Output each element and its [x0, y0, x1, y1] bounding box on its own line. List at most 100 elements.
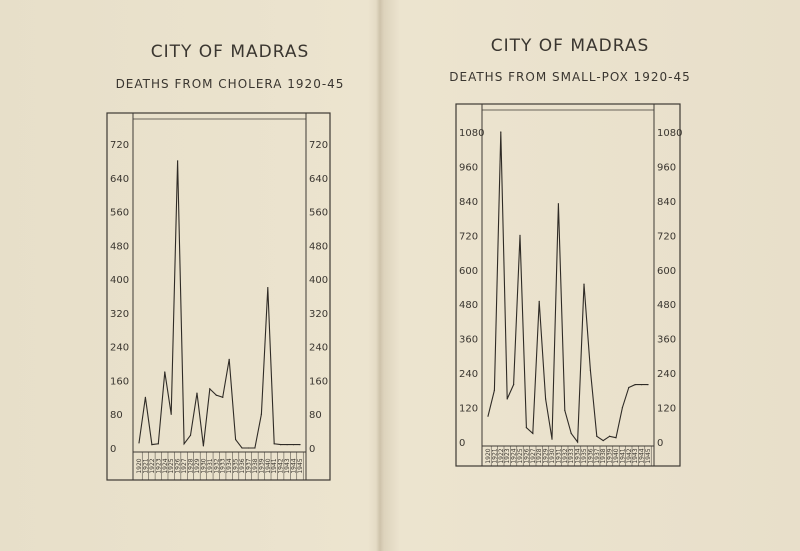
chart2-point: [513, 383, 515, 386]
chart1-title: CITY OF MADRAS: [150, 42, 310, 62]
chart1-xtick: 1930: [200, 458, 207, 473]
chart2-xtick: 1944: [639, 448, 646, 463]
chart2-point: [500, 131, 502, 133]
chart2-xtick: 1937: [594, 448, 601, 463]
chart1-point: [209, 388, 211, 390]
chart1-frame: [106, 112, 331, 481]
chart1-ytick-left: 240: [110, 343, 129, 354]
chart2-xtick: 1934: [575, 448, 582, 463]
chart2-ytick-right: 720: [657, 231, 676, 242]
chart1-xtick: 1934: [226, 458, 233, 473]
chart1-ytick-right: 480: [309, 241, 328, 252]
chart2-point: [583, 283, 585, 285]
chart1-xtick: 1928: [188, 458, 195, 473]
chart1-point: [241, 447, 243, 449]
chart2-ytick-right: 600: [657, 266, 676, 277]
chart1-ytick-left: 720: [110, 140, 129, 151]
chart1-xtick: 1945: [297, 458, 304, 473]
chart1-point: [202, 445, 204, 447]
chart1-xtick: 1931: [207, 458, 214, 473]
chart1-point: [254, 447, 256, 449]
chart2-xtick: 1945: [645, 448, 652, 463]
chart2-point: [602, 439, 604, 442]
chart2-point: [628, 386, 630, 389]
chart2-xtick: 1935: [581, 448, 588, 463]
chart2-xtick: 1939: [607, 448, 614, 463]
chart1-point: [170, 413, 172, 415]
page-fold: [376, 0, 384, 551]
chart2-ytick-right: 120: [657, 404, 676, 415]
chart2-point: [577, 441, 579, 443]
chart1-xtick: 1935: [233, 458, 240, 473]
chart2-xtick: 1927: [530, 448, 537, 463]
chart1-xtick: 1937: [245, 458, 252, 473]
chart2-point: [589, 369, 592, 371]
chart1-point: [144, 396, 147, 398]
chart1-point: [273, 443, 275, 445]
chart2-xtick: 1920: [485, 448, 492, 463]
chart2-ytick-left: 120: [459, 404, 478, 415]
chart1-point: [286, 444, 288, 446]
chart2-ytick-left: 600: [459, 266, 478, 277]
chart1-xtick: 1927: [181, 458, 188, 473]
chart1-point: [222, 396, 224, 398]
chart2-series-line: [487, 131, 648, 444]
chart2-point: [487, 415, 489, 417]
chart2-point: [557, 203, 560, 205]
chart2-xtick: 1922: [498, 448, 505, 463]
chart2-point: [551, 438, 553, 440]
chart1-point: [215, 394, 217, 396]
chart2-title: CITY OF MADRAS: [490, 36, 650, 56]
chart1-xtick: 1943: [284, 458, 291, 473]
chart1-point: [292, 444, 295, 446]
chart1-ytick-left: 320: [110, 309, 129, 320]
chart2-subtitle: DEATHS FROM SMALL-POX 1920-45: [449, 70, 691, 84]
chart1-point: [157, 443, 159, 445]
chart2-point: [532, 432, 534, 434]
chart2-point: [634, 383, 636, 386]
chart1-ytick-right: 240: [309, 343, 328, 354]
chart1-point: [235, 438, 237, 441]
chart1-ytick-left: 0: [110, 444, 116, 455]
chart1-ytick-right: 400: [309, 275, 328, 286]
chart2-ytick-left: 240: [459, 369, 478, 380]
chart2-xtick: 1940: [613, 448, 620, 463]
chart1-ytick-right: 320: [309, 309, 328, 320]
chart2-ytick-left: 1080: [459, 128, 484, 139]
chart1-xtick: 1929: [194, 458, 201, 473]
chart1-point: [189, 434, 192, 436]
chart2-point: [609, 435, 611, 437]
chart2-xtick: 1930: [549, 448, 556, 463]
chart1-series-line: [138, 160, 300, 449]
chart2-point: [641, 383, 643, 386]
chart2-xtick: 1923: [504, 448, 511, 463]
chart1-point: [247, 447, 250, 449]
chart2-point: [538, 300, 540, 302]
chart2-xtick: 1924: [511, 448, 518, 463]
chart1-point: [280, 444, 282, 446]
chart2-xtick: 1936: [587, 448, 594, 463]
chart2-ytick-right: 1080: [657, 128, 682, 139]
chart2-point: [519, 234, 521, 236]
chart1-point: [299, 444, 301, 446]
chart2-point: [596, 435, 598, 437]
chart2-xtick: 1921: [491, 448, 498, 463]
chart1-xtick: 1926: [175, 458, 182, 473]
chart1-point: [267, 286, 269, 289]
chart2-ytick-left: 720: [459, 231, 478, 242]
chart2-point: [570, 432, 572, 434]
chart1-ytick-left: 160: [110, 376, 129, 387]
chart1-subtitle: DEATHS FROM CHOLERA 1920-45: [115, 77, 345, 91]
chart1-ytick-right: 720: [309, 140, 328, 151]
chart1-ytick-left: 80: [110, 410, 123, 421]
chart1-ytick-right: 0: [309, 444, 315, 455]
chart1-xtick: 1941: [271, 458, 278, 473]
chart2-ytick-left: 0: [459, 438, 465, 449]
chart2-ytick-left: 840: [459, 197, 478, 208]
chart1-xtick: 1936: [239, 458, 246, 473]
chart2-point: [493, 389, 495, 391]
chart1-xtick: 1922: [149, 458, 156, 473]
chart2-xtick: 1928: [536, 448, 543, 463]
chart1-point: [260, 413, 262, 415]
